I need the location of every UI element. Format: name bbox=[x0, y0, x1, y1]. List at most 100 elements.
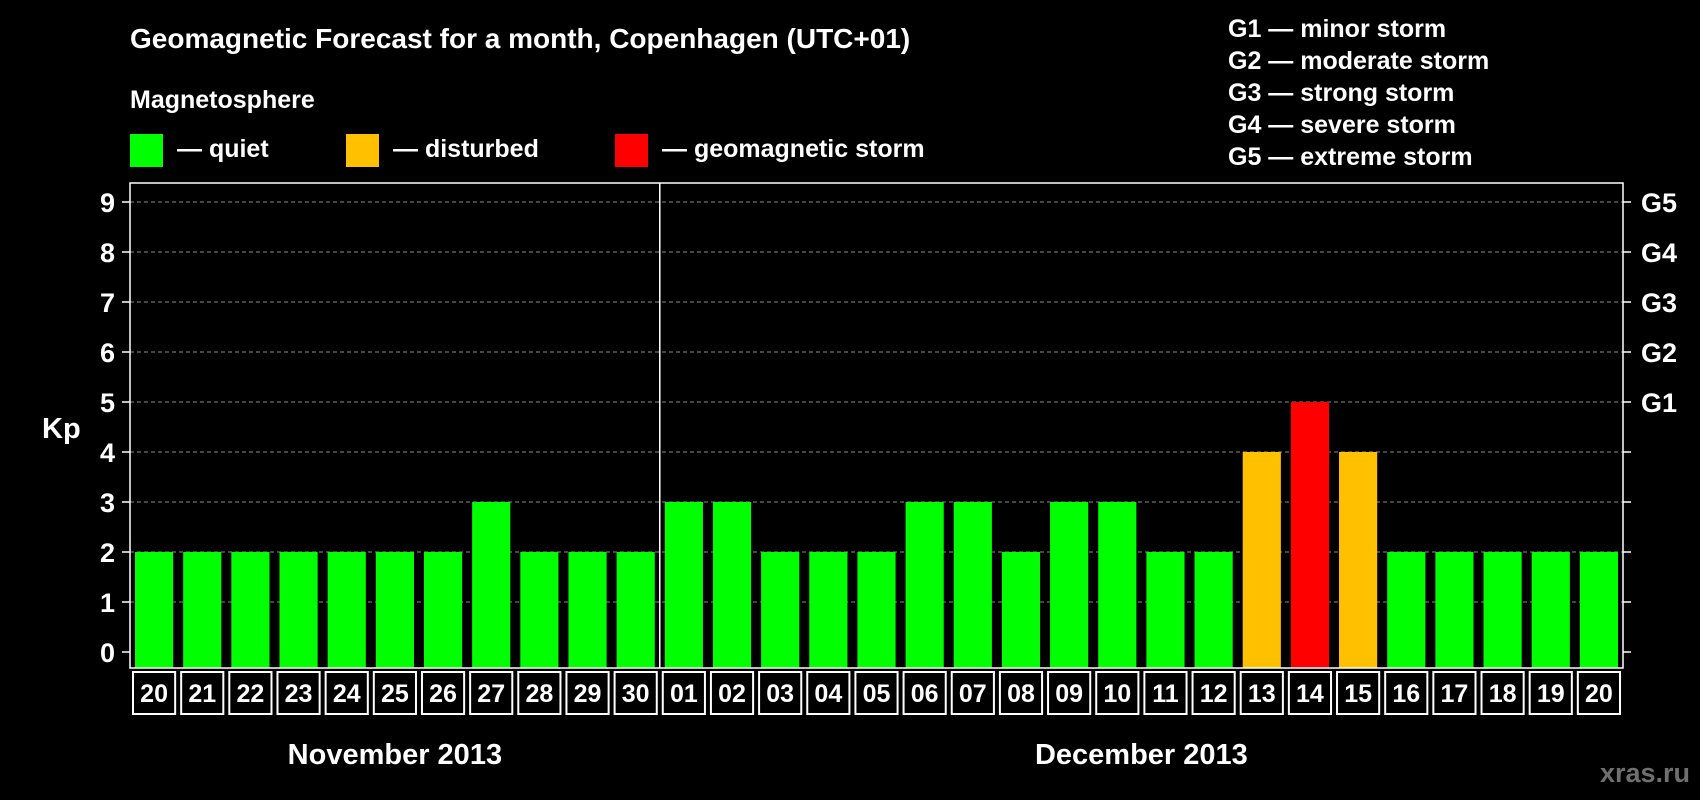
y-axis-label: Kp bbox=[42, 413, 81, 445]
y-tick-label: 9 bbox=[100, 188, 115, 218]
date-label: 16 bbox=[1392, 680, 1420, 708]
date-cell bbox=[565, 671, 610, 715]
chart-subtitle: Magnetosphere bbox=[130, 86, 315, 114]
kp-bar bbox=[520, 552, 559, 668]
date-cell bbox=[613, 671, 658, 715]
legend-swatch-disturbed bbox=[346, 134, 379, 167]
date-cell bbox=[1287, 671, 1333, 715]
month-label: December 2013 bbox=[1035, 739, 1248, 771]
kp-bar bbox=[809, 552, 848, 668]
plot-frame bbox=[129, 182, 1624, 669]
date-label: 19 bbox=[1537, 680, 1565, 708]
date-label: 12 bbox=[1200, 680, 1228, 708]
y-tick-label: 2 bbox=[100, 538, 115, 568]
kp-bar bbox=[1290, 402, 1330, 668]
kp-bar bbox=[472, 502, 511, 668]
legend-label-quiet: — quiet bbox=[177, 135, 269, 163]
date-label: 23 bbox=[285, 680, 313, 708]
kp-bar bbox=[761, 552, 800, 668]
kp-bar bbox=[1435, 552, 1474, 668]
date-label: 08 bbox=[1007, 680, 1035, 708]
y-tick-label: 7 bbox=[100, 288, 115, 318]
date-cell bbox=[854, 671, 899, 715]
date-cell bbox=[372, 671, 417, 715]
date-cell bbox=[1480, 671, 1525, 715]
storm-scale-legend: G1 — minor storm G2 — moderate storm G3 … bbox=[1228, 15, 1489, 171]
storm-scale-g2: G2 — moderate storm bbox=[1228, 47, 1489, 75]
y-tick-label: 6 bbox=[100, 338, 115, 368]
date-label: 28 bbox=[525, 680, 553, 708]
date-label: 30 bbox=[622, 680, 650, 708]
date-cell bbox=[1191, 671, 1236, 715]
kp-bar bbox=[231, 552, 270, 668]
storm-level-label: G4 bbox=[1641, 238, 1677, 268]
watermark: xras.ru bbox=[1600, 758, 1690, 788]
date-label: 02 bbox=[718, 680, 746, 708]
kp-bar bbox=[1194, 552, 1233, 668]
bars bbox=[135, 402, 1618, 668]
date-label: 20 bbox=[1585, 680, 1613, 708]
date-label: 27 bbox=[477, 680, 505, 708]
y-tick-label: 0 bbox=[100, 638, 115, 668]
date-cell bbox=[950, 671, 995, 715]
date-label: 11 bbox=[1152, 680, 1179, 708]
date-label: 24 bbox=[333, 680, 361, 708]
legend: — quiet — disturbed — geomagnetic storm bbox=[130, 134, 925, 167]
y-tick-label: 1 bbox=[100, 588, 115, 618]
date-cell bbox=[1239, 671, 1284, 715]
y-tick-label: 4 bbox=[100, 438, 115, 468]
date-label: 26 bbox=[429, 680, 457, 708]
storm-scale-g1: G1 — minor storm bbox=[1228, 15, 1446, 43]
y-tick-label: 8 bbox=[100, 238, 115, 268]
kp-bar bbox=[1387, 552, 1426, 668]
y-tick-label: 3 bbox=[100, 488, 115, 518]
date-label: 07 bbox=[959, 680, 987, 708]
date-label: 05 bbox=[863, 680, 891, 708]
storm-level-label: G2 bbox=[1641, 338, 1677, 368]
kp-bar bbox=[135, 552, 174, 668]
kp-bar bbox=[423, 552, 463, 668]
storm-scale-g4: G4 — severe storm bbox=[1228, 111, 1456, 139]
month-labels: November 2013 December 2013 bbox=[288, 739, 1248, 771]
date-cell bbox=[420, 671, 466, 715]
storm-scale-g5: G5 — extreme storm bbox=[1228, 143, 1473, 171]
date-label: 06 bbox=[911, 680, 939, 708]
date-cell bbox=[1047, 671, 1092, 715]
storm-axis-ticks: G1 G2 G3 G4 G5 bbox=[1641, 188, 1677, 418]
kp-bar bbox=[279, 552, 318, 668]
storm-level-label: G3 bbox=[1641, 288, 1677, 318]
month-label: November 2013 bbox=[288, 739, 502, 771]
date-label: 18 bbox=[1489, 680, 1517, 708]
date-cell bbox=[1384, 671, 1429, 715]
date-label: 04 bbox=[814, 680, 842, 708]
legend-label-storm: — geomagnetic storm bbox=[662, 135, 925, 163]
kp-bar bbox=[712, 502, 752, 668]
date-label: 29 bbox=[574, 680, 602, 708]
kp-bar bbox=[953, 502, 992, 668]
date-cell bbox=[1576, 671, 1622, 715]
date-cell bbox=[1336, 671, 1381, 715]
date-labels: 20 21 22 23 24 25 26 27 28 29 30 01 02 03 04 05 06 07 08 09… bbox=[132, 671, 1622, 715]
kp-bar bbox=[183, 552, 222, 668]
chart-title: Geomagnetic Forecast for a month, Copenh… bbox=[130, 23, 910, 54]
kp-bar bbox=[375, 552, 414, 668]
kp-bar bbox=[616, 552, 655, 668]
legend-label-disturbed: — disturbed bbox=[393, 135, 539, 163]
date-label: 10 bbox=[1103, 680, 1131, 708]
date-cell bbox=[276, 671, 321, 715]
date-cell bbox=[998, 671, 1044, 715]
date-label: 15 bbox=[1344, 680, 1372, 708]
date-cell bbox=[902, 671, 947, 715]
date-cell bbox=[132, 671, 177, 715]
date-label: 09 bbox=[1055, 680, 1083, 708]
kp-bar bbox=[664, 502, 703, 668]
date-label: 13 bbox=[1248, 680, 1276, 708]
date-cell bbox=[806, 671, 851, 715]
kp-bar bbox=[568, 552, 607, 668]
kp-bar bbox=[1001, 552, 1041, 668]
date-cell bbox=[324, 671, 369, 715]
kp-bar bbox=[1050, 502, 1089, 668]
date-cell bbox=[661, 671, 706, 715]
date-label: 17 bbox=[1441, 680, 1469, 708]
